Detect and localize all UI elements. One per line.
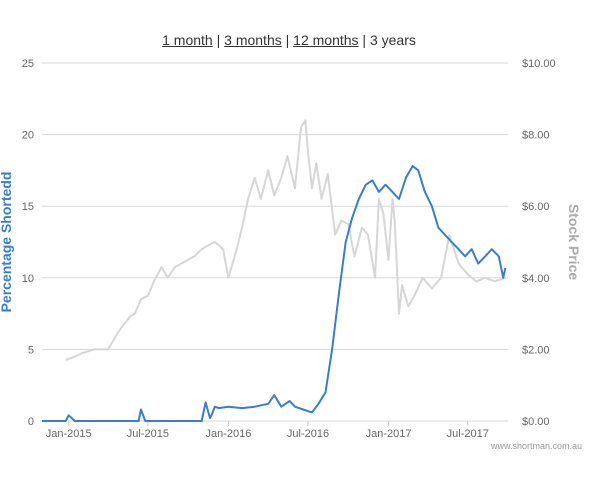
right-tick-label: $0.00 [522, 416, 550, 428]
right-axis-title: Stock Price [566, 204, 582, 280]
right-axis-ticks: $0.00 $2.00 $4.00 $6.00 $8.00 $10.00 [522, 58, 556, 428]
range-1-month-link[interactable]: 1 month [162, 32, 213, 48]
range-3-months-link[interactable]: 3 months [224, 32, 282, 48]
percentage-shorted-line [42, 165, 507, 422]
x-tick-label: Jan-2017 [366, 428, 412, 440]
left-tick-label: 10 [22, 273, 34, 285]
x-tick-label: Jan-2016 [205, 428, 251, 440]
right-tick-label: $8.00 [522, 130, 550, 142]
left-tick-label: 15 [22, 201, 34, 213]
left-tick-label: 20 [22, 130, 34, 142]
series-layer [42, 119, 507, 422]
credit-text: www.shortman.com.au [490, 441, 582, 451]
left-tick-label: 25 [22, 58, 34, 70]
right-tick-label: $10.00 [522, 58, 556, 70]
range-selector: 1 month | 3 months | 12 months | 3 years [0, 32, 578, 48]
left-tick-label: 5 [28, 344, 34, 356]
range-12-months-link[interactable]: 12 months [293, 32, 359, 48]
right-tick-label: $2.00 [522, 344, 550, 356]
right-tick-label: $4.00 [522, 273, 550, 285]
x-tick-label: Jul-2017 [447, 428, 489, 440]
range-3-years-label: 3 years [369, 32, 416, 48]
x-axis-ticks: Jan-2015 Jul-2015 Jan-2016 Jul-2016 Jan-2017… [46, 421, 489, 440]
gridlines [42, 62, 508, 422]
left-axis-title: Percentage Shortedd [0, 172, 14, 313]
x-tick-label: Jul-2016 [287, 428, 329, 440]
range-separator: | [216, 32, 221, 48]
x-tick-label: Jul-2015 [127, 428, 169, 440]
stock-price-line [65, 119, 506, 362]
left-tick-label: 0 [28, 416, 34, 428]
right-tick-label: $6.00 [522, 201, 550, 213]
left-axis-ticks: 0 5 10 15 20 25 [22, 58, 34, 428]
range-separator: | [285, 32, 290, 48]
range-separator: | [362, 32, 367, 48]
x-tick-label: Jan-2015 [46, 428, 92, 440]
